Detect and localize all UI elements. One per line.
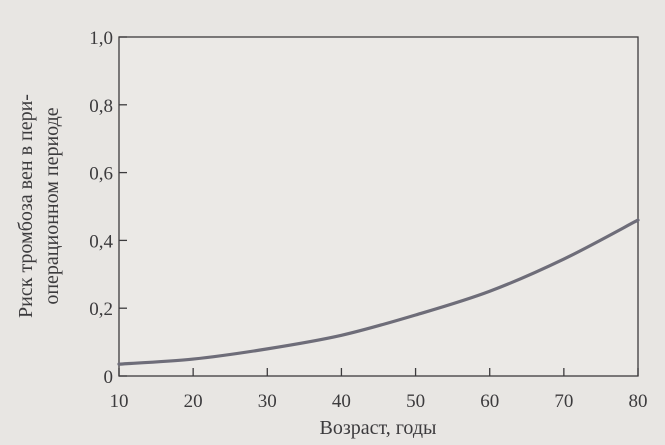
y-axis-label-line-1: Риск тромбоза вен в пери- [15,94,37,318]
x-axis-label: Возраст, годы [320,417,437,439]
y-tick-label: 0,2 [89,299,113,320]
x-tick-label: 80 [629,391,648,412]
y-tick-label: 1,0 [89,28,113,49]
y-tick-label: 0,8 [89,96,113,117]
x-tick-label: 70 [554,391,573,412]
x-tick-label: 10 [110,391,129,412]
x-tick-label: 20 [184,391,203,412]
x-tick-label: 40 [332,391,351,412]
x-tick-label: 50 [406,391,425,412]
y-tick-label: 0 [104,367,114,388]
y-axis-label-line-2: операционном периоде [41,107,63,304]
y-tick-label: 0,6 [89,164,113,185]
x-tick-label: 60 [480,391,499,412]
y-tick-label: 0,4 [89,231,113,252]
x-tick-label: 30 [258,391,277,412]
